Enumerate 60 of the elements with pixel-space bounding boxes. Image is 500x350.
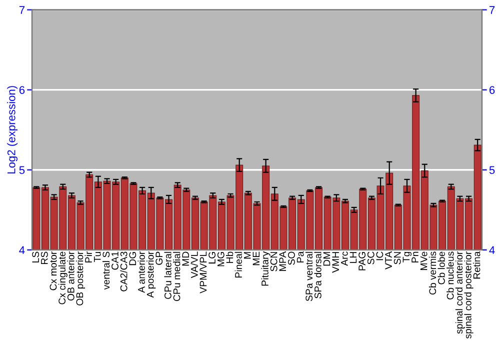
x-tick-label: VTA	[385, 251, 392, 270]
x-tick-label: SPa dorsal	[314, 252, 322, 298]
x-tick-label: CPu lateral	[164, 252, 172, 299]
x-tick-label: Arc	[341, 252, 348, 266]
x-tick-label: GP	[156, 252, 163, 265]
x-tick-label: Cb nucleus	[446, 252, 454, 300]
x-tick-label: SPa ventral	[305, 252, 313, 302]
x-tick-label: Cx motor	[50, 251, 57, 290]
y2-tick-label: 7	[490, 6, 495, 14]
x-tick-label: RS	[40, 252, 48, 264]
x-tick-label: ventral S	[102, 252, 110, 290]
x-tick-label: Cx cingulate	[58, 252, 68, 304]
x-tick-label: Pa	[296, 251, 304, 262]
y2-tick-label: 4	[489, 246, 495, 254]
x-tick-label: SC	[367, 252, 374, 264]
x-tick-label: Cb lobe	[438, 252, 445, 284]
x-tick-label: MPA	[279, 251, 286, 271]
x-tick-label: IC	[376, 252, 384, 260]
x-tick-label: Hb	[226, 252, 234, 263]
x-tick-label: MVe	[420, 252, 428, 270]
x-tick-label: M	[244, 252, 251, 259]
x-tick-label: Pn	[412, 252, 418, 262]
x-tick-label: Pituitary	[261, 251, 270, 286]
x-tick-label: VA/VL	[190, 252, 198, 278]
x-tick-label: PAG	[358, 252, 366, 270]
x-tick-label: spinal cord anterior	[455, 251, 464, 334]
y2-tick-label: 5	[489, 166, 495, 174]
x-tick-label: DM	[323, 252, 330, 266]
x-tick-label: SO	[288, 252, 295, 265]
x-tick-label: CA1	[112, 252, 118, 270]
x-tick-label: ME	[252, 252, 260, 266]
y-tick-label: 5	[19, 166, 25, 174]
y-tick-label: 4	[19, 246, 25, 254]
x-tick-label: MD	[182, 252, 189, 266]
x-tick-label: CPu medial	[173, 252, 180, 302]
x-tick-label: Tg	[402, 252, 412, 262]
x-tick-label: SN	[394, 252, 401, 264]
x-tick-label: Cb vermis	[428, 252, 436, 295]
x-tick-label: A anterior	[138, 251, 145, 293]
x-tick-label: spinal cord posterior	[464, 251, 474, 339]
y2-tick-label: 6	[490, 86, 495, 94]
y-tick-label: 6	[19, 86, 25, 94]
x-tick-label: VPM/VPL	[200, 252, 207, 294]
x-tick-label: CA2/CA3	[120, 252, 128, 292]
y-tick-label: 7	[19, 6, 24, 14]
x-tick-label: VMH	[332, 252, 339, 273]
y-axis-title: Log2 (expression)	[7, 86, 18, 174]
x-tick-label: Tu	[94, 252, 101, 262]
x-tick-label: A posterior	[146, 251, 156, 298]
x-tick-label: Pineal	[234, 252, 242, 278]
x-tick-label: LH	[350, 252, 357, 263]
x-tick-label: Retina	[473, 251, 480, 279]
x-tick-label: DG	[129, 252, 136, 266]
x-tick-label: LS	[32, 252, 40, 262]
x-tick-label: Pir	[84, 251, 92, 262]
x-tick-label: SCN	[270, 252, 278, 272]
x-tick-label: MG	[217, 252, 224, 266]
x-tick-label: OB anterior	[67, 251, 74, 301]
x-tick-label: LG	[208, 252, 216, 264]
x-tick-label: OB posterior	[76, 251, 86, 306]
